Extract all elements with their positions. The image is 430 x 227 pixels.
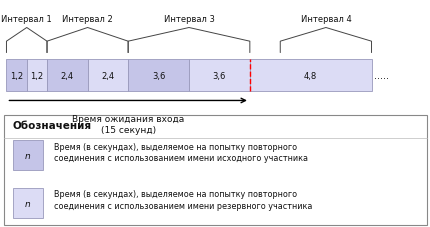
Text: 2,4: 2,4 (61, 72, 74, 81)
Bar (27, 60, 47, 92)
Text: 3,6: 3,6 (151, 72, 165, 81)
Bar (6, 60, 27, 92)
Bar (47, 60, 87, 92)
Text: Интервал 2: Интервал 2 (62, 15, 113, 24)
Text: Обозначения: Обозначения (13, 120, 92, 130)
Text: n: n (25, 199, 31, 208)
Text: n: n (25, 151, 31, 160)
Text: Интервал 1: Интервал 1 (1, 15, 52, 24)
Text: 2,4: 2,4 (101, 72, 114, 81)
Bar (87, 60, 128, 92)
Bar (13, 141, 43, 170)
Text: .....: ..... (373, 71, 388, 81)
Text: Время ожидания входа
(15 секунд): Время ожидания входа (15 секунд) (72, 115, 184, 135)
Text: 1,2: 1,2 (10, 72, 23, 81)
Bar (249, 60, 371, 92)
Bar (188, 60, 249, 92)
Bar (128, 60, 188, 92)
Text: Время (в секундах), выделяемое на попытку повторного
соединения с использованием: Время (в секундах), выделяемое на попытк… (54, 142, 307, 163)
Bar (13, 188, 43, 218)
Text: Интервал 3: Интервал 3 (163, 15, 214, 24)
Text: 3,6: 3,6 (212, 72, 226, 81)
Bar (4, 116, 426, 225)
Text: 4,8: 4,8 (303, 72, 316, 81)
Text: 1,2: 1,2 (30, 72, 43, 81)
Text: Интервал 4: Интервал 4 (300, 15, 350, 24)
Text: Время (в секундах), выделяемое на попытку повторного
соединения с использованием: Время (в секундах), выделяемое на попытк… (54, 190, 311, 210)
